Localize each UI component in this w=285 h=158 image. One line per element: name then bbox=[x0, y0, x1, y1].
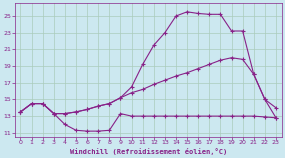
X-axis label: Windchill (Refroidissement éolien,°C): Windchill (Refroidissement éolien,°C) bbox=[70, 148, 227, 155]
